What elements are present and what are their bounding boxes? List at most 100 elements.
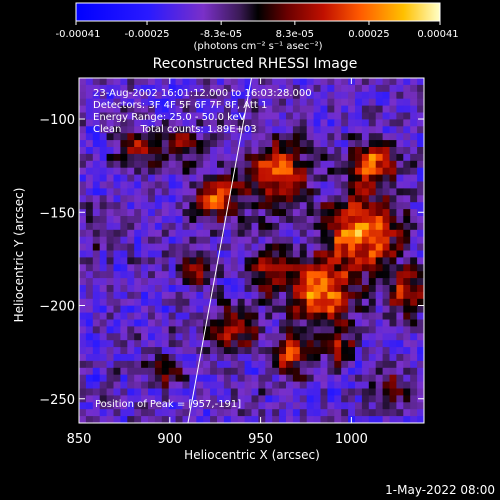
heatmap-cell <box>341 291 349 300</box>
heatmap-cell <box>99 91 107 100</box>
heatmap-cell <box>230 119 239 127</box>
heatmap-cell <box>410 147 418 155</box>
heatmap-cell <box>168 133 176 141</box>
heatmap-cell <box>134 305 142 313</box>
heatmap-cell <box>286 416 294 423</box>
heatmap-cell <box>113 147 121 155</box>
heatmap-cell <box>230 126 239 134</box>
heatmap-cell <box>189 195 197 203</box>
heatmap-cell <box>92 78 101 86</box>
heatmap-cell <box>368 319 377 327</box>
heatmap-cell <box>292 153 301 162</box>
heatmap-cell <box>403 126 411 134</box>
heatmap-cell <box>182 360 190 369</box>
colorbar-tick-label: 8.3e-05 <box>276 29 314 40</box>
heatmap-cell <box>396 257 404 265</box>
heatmap-cell <box>175 271 183 279</box>
heatmap-cell <box>189 181 197 189</box>
heatmap-cell <box>327 381 335 389</box>
heatmap-cell <box>417 374 424 382</box>
heatmap-cell <box>106 153 114 162</box>
heatmap-cell <box>85 374 94 382</box>
heatmap-cell <box>272 84 280 93</box>
heatmap-cell <box>127 236 135 244</box>
heatmap-cell <box>389 243 397 251</box>
heatmap-cell <box>327 333 335 341</box>
heatmap-cell <box>355 133 363 141</box>
heatmap-cell <box>361 153 370 162</box>
heatmap-cell <box>320 360 328 369</box>
heatmap-cell <box>306 305 314 313</box>
heatmap-cell <box>99 243 107 251</box>
heatmap-cell <box>217 305 225 313</box>
heatmap-cell <box>375 402 383 410</box>
heatmap-cell <box>113 347 121 355</box>
heatmap-cell <box>327 119 335 127</box>
heatmap-cell <box>389 367 397 376</box>
heatmap-cell <box>99 216 107 224</box>
heatmap-cell <box>251 333 259 341</box>
heatmap-cell <box>148 209 156 217</box>
heatmap-cell <box>223 340 232 348</box>
heatmap-cell <box>210 271 218 279</box>
heatmap-cell <box>154 416 163 423</box>
heatmap-cell <box>196 216 204 224</box>
heatmap-cell <box>320 416 328 423</box>
heatmap-cell <box>106 347 114 355</box>
heatmap-cell <box>106 416 114 423</box>
heatmap-cell <box>99 347 107 355</box>
heatmap-cell <box>279 195 287 203</box>
heatmap-cell <box>286 140 294 148</box>
heatmap-cell <box>279 416 287 423</box>
heatmap-cell <box>375 305 383 313</box>
heatmap-cell <box>230 257 239 265</box>
heatmap-cell <box>141 229 149 238</box>
heatmap-cell <box>355 326 363 334</box>
heatmap-cell <box>265 202 273 210</box>
heatmap-cell <box>348 112 356 120</box>
heatmap-cell <box>403 153 411 162</box>
heatmap-cell <box>299 84 308 93</box>
heatmap-cell <box>299 133 308 141</box>
heatmap-cell <box>313 367 321 376</box>
heatmap-cell <box>113 84 121 93</box>
heatmap-cell <box>244 195 252 203</box>
heatmap-cell <box>410 195 418 203</box>
heatmap-cell <box>265 285 273 293</box>
heatmap-cell <box>306 395 314 403</box>
heatmap-cell <box>237 395 245 403</box>
heatmap-cell <box>196 340 204 348</box>
heatmap-cell <box>417 236 424 244</box>
heatmap-cell <box>203 119 211 127</box>
heatmap-cell <box>168 271 176 279</box>
heatmap-cell <box>99 140 107 148</box>
heatmap-cell <box>148 326 156 334</box>
heatmap-cell <box>79 264 87 272</box>
heatmap-cell <box>182 271 190 279</box>
heatmap-cell <box>410 354 418 362</box>
heatmap-cell <box>237 305 245 313</box>
heatmap-cell <box>127 133 135 141</box>
heatmap-cell <box>148 188 156 196</box>
heatmap-cell <box>223 153 232 162</box>
heatmap-cell <box>189 78 197 86</box>
heatmap-cell <box>292 160 301 169</box>
heatmap-cell <box>182 112 190 120</box>
heatmap-cell <box>258 78 266 86</box>
heatmap-cell <box>127 395 135 403</box>
heatmap-cell <box>341 340 349 348</box>
heatmap-cell <box>265 236 273 244</box>
heatmap-cell <box>258 367 266 376</box>
heatmap-cell <box>92 174 101 182</box>
heatmap-cell <box>368 188 377 196</box>
heatmap-cell <box>203 402 211 410</box>
heatmap-cell <box>320 402 328 410</box>
heatmap-cell <box>389 298 397 307</box>
heatmap-cell <box>85 133 94 141</box>
heatmap-cell <box>334 243 342 251</box>
heatmap-cell <box>175 84 183 93</box>
heatmap-cell <box>141 354 149 362</box>
heatmap-cell <box>341 416 349 423</box>
heatmap-cell <box>355 202 363 210</box>
heatmap-cell <box>382 78 390 86</box>
